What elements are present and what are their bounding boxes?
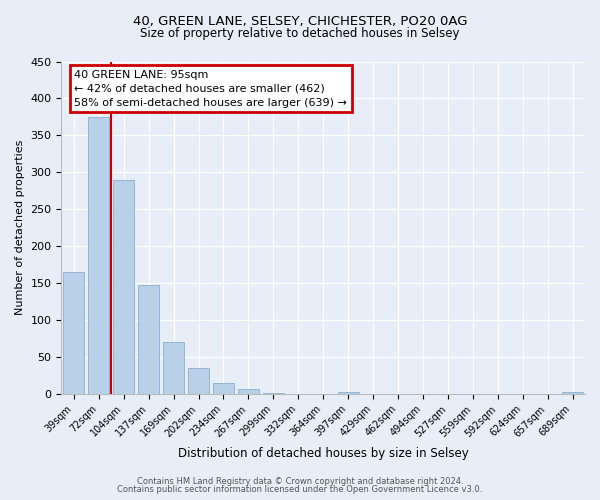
Bar [113,180,134,394]
X-axis label: Distribution of detached houses by size in Selsey: Distribution of detached houses by size … [178,447,469,460]
Bar [188,368,209,394]
Y-axis label: Number of detached properties: Number of detached properties [15,140,25,316]
Bar [238,389,259,394]
Bar [88,117,109,394]
Bar [138,284,159,394]
Bar [163,342,184,394]
Bar [338,392,359,394]
Text: Contains HM Land Registry data © Crown copyright and database right 2024.: Contains HM Land Registry data © Crown c… [137,477,463,486]
Text: Contains public sector information licensed under the Open Government Licence v3: Contains public sector information licen… [118,485,482,494]
Bar [263,393,284,394]
Text: 40, GREEN LANE, SELSEY, CHICHESTER, PO20 0AG: 40, GREEN LANE, SELSEY, CHICHESTER, PO20… [133,15,467,28]
Text: 40 GREEN LANE: 95sqm
← 42% of detached houses are smaller (462)
58% of semi-deta: 40 GREEN LANE: 95sqm ← 42% of detached h… [74,70,347,108]
Text: Size of property relative to detached houses in Selsey: Size of property relative to detached ho… [140,28,460,40]
Bar [213,383,234,394]
Bar [63,272,85,394]
Bar [562,392,583,394]
